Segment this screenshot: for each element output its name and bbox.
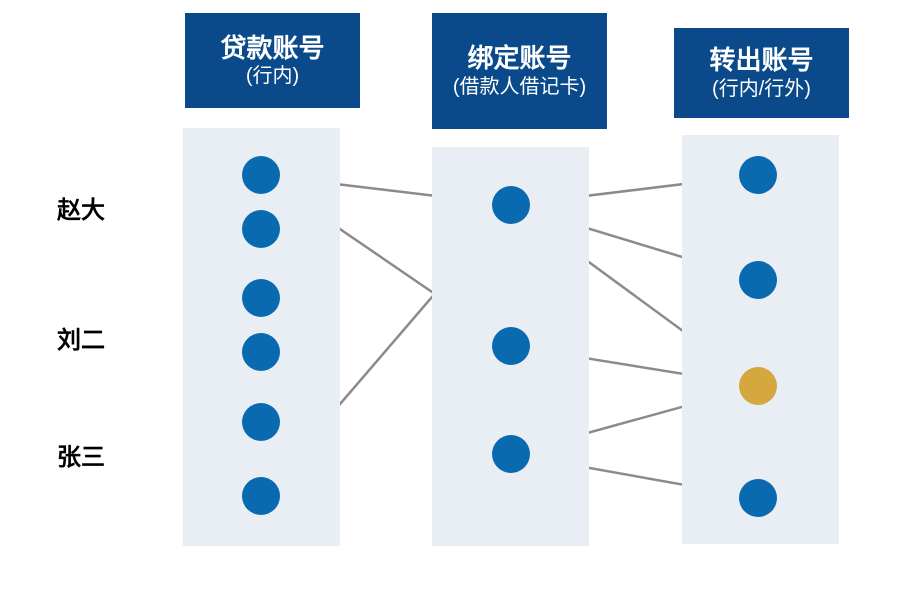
node-out3 bbox=[739, 367, 777, 405]
row-label-0: 赵大 bbox=[57, 190, 105, 225]
node-bind3 bbox=[492, 435, 530, 473]
column-subtitle-bind: (借款人借记卡) bbox=[453, 75, 586, 100]
node-loan4 bbox=[242, 333, 280, 371]
column-title-loan: 贷款账号 bbox=[220, 32, 324, 65]
column-subtitle-out: (行内/行外) bbox=[712, 77, 811, 102]
column-title-out: 转出账号 bbox=[709, 44, 813, 77]
row-label-2: 张三 bbox=[57, 437, 105, 472]
node-bind2 bbox=[492, 327, 530, 365]
row-label-1: 刘二 bbox=[57, 320, 105, 355]
node-bind1 bbox=[492, 186, 530, 224]
node-loan5 bbox=[242, 403, 280, 441]
column-header-loan: 贷款账号(行内) bbox=[185, 13, 360, 108]
column-header-out: 转出账号(行内/行外) bbox=[674, 28, 849, 118]
node-loan2 bbox=[242, 210, 280, 248]
column-subtitle-loan: (行内) bbox=[246, 64, 299, 89]
node-out1 bbox=[739, 156, 777, 194]
node-out4 bbox=[739, 479, 777, 517]
node-loan6 bbox=[242, 477, 280, 515]
node-out2 bbox=[739, 261, 777, 299]
node-loan3 bbox=[242, 279, 280, 317]
column-header-bind: 绑定账号(借款人借记卡) bbox=[432, 13, 607, 129]
node-loan1 bbox=[242, 156, 280, 194]
column-title-bind: 绑定账号 bbox=[467, 42, 571, 75]
